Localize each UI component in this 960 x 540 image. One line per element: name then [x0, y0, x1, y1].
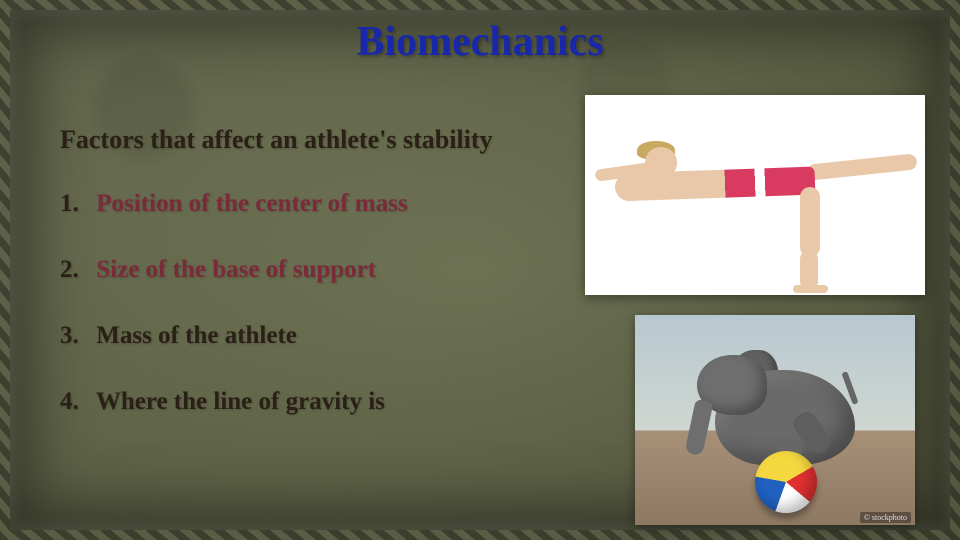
- beach-ball-icon: [755, 451, 817, 513]
- item-number: 2.: [60, 256, 90, 284]
- slide-title: Biomechanics: [0, 18, 960, 66]
- list-item: 1. Position of the center of mass: [60, 190, 408, 218]
- list-item: 2. Size of the base of support: [60, 256, 408, 284]
- list-item: 3. Mass of the athlete: [60, 322, 408, 350]
- item-number: 4.: [60, 388, 90, 416]
- item-text: Size of the base of support: [96, 256, 376, 283]
- slide: Biomechanics Factors that affect an athl…: [0, 0, 960, 540]
- factors-list: 1. Position of the center of mass 2. Siz…: [60, 190, 408, 454]
- yoga-figure-illustration: [585, 95, 925, 295]
- item-text: Where the line of gravity is: [96, 388, 385, 415]
- item-text: Position of the center of mass: [96, 190, 407, 217]
- item-text: Mass of the athlete: [96, 322, 297, 349]
- image-credit: © stockphoto: [860, 512, 911, 523]
- list-item: 4. Where the line of gravity is: [60, 388, 408, 416]
- image-yoga-pose: [585, 95, 925, 295]
- item-number: 3.: [60, 322, 90, 350]
- item-number: 1.: [60, 190, 90, 218]
- image-elephant-on-ball: © stockphoto: [635, 315, 915, 525]
- elephant-illustration: [635, 315, 915, 525]
- slide-subtitle: Factors that affect an athlete's stabili…: [60, 125, 493, 155]
